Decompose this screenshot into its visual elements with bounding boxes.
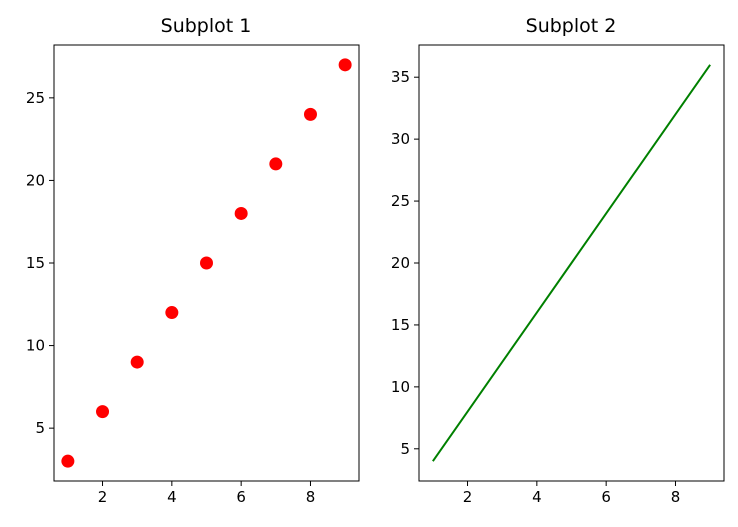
scatter-point bbox=[96, 405, 110, 419]
x-tick-label: 8 bbox=[671, 488, 681, 506]
y-tick-label: 15 bbox=[391, 316, 410, 334]
x-tick-label: 6 bbox=[601, 488, 611, 506]
x-tick-label: 8 bbox=[306, 488, 316, 506]
y-tick-label: 10 bbox=[391, 378, 410, 396]
y-tick-label: 35 bbox=[391, 68, 410, 86]
y-tick-label: 25 bbox=[391, 192, 410, 210]
y-tick-label: 5 bbox=[400, 440, 410, 458]
x-tick-label: 6 bbox=[236, 488, 246, 506]
y-tick-label: 20 bbox=[391, 254, 410, 272]
scatter-point bbox=[130, 355, 144, 369]
subplot-2-title: Subplot 2 bbox=[526, 15, 617, 37]
y-tick-label: 25 bbox=[26, 89, 45, 107]
scatter-point bbox=[303, 107, 317, 121]
scatter-point bbox=[165, 306, 179, 320]
y-tick-label: 15 bbox=[26, 254, 45, 272]
subplot-1-ticks: 2 4 6 8 5 10 15 20 25 bbox=[26, 89, 315, 506]
x-tick-label: 4 bbox=[532, 488, 542, 506]
subplot-1: Subplot 1 2 4 6 8 5 10 15 20 25 bbox=[26, 15, 360, 506]
y-tick-label: 30 bbox=[391, 130, 410, 148]
subplot-2-marks bbox=[432, 64, 711, 462]
series-line bbox=[432, 64, 711, 462]
y-tick-label: 10 bbox=[26, 337, 45, 355]
scatter-point bbox=[338, 58, 352, 72]
scatter-point bbox=[61, 454, 75, 468]
subplot-2: Subplot 2 2 4 6 8 5 10 15 20 25 30 35 bbox=[391, 15, 725, 506]
x-tick-label: 4 bbox=[167, 488, 177, 506]
scatter-point bbox=[200, 256, 213, 270]
subplot-1-axes-frame bbox=[53, 44, 360, 482]
subplot-2-ticks: 2 4 6 8 5 10 15 20 25 30 35 bbox=[391, 68, 680, 506]
x-tick-label: 2 bbox=[463, 488, 473, 506]
subplot-2-axes-frame bbox=[418, 44, 725, 482]
subplot-1-title: Subplot 1 bbox=[161, 15, 252, 37]
scatter-point bbox=[269, 157, 283, 171]
x-tick-label: 2 bbox=[98, 488, 108, 506]
y-tick-label: 20 bbox=[26, 171, 45, 189]
subplot-1-marks bbox=[61, 58, 352, 468]
scatter-point bbox=[234, 206, 248, 220]
y-tick-label: 5 bbox=[35, 419, 45, 437]
